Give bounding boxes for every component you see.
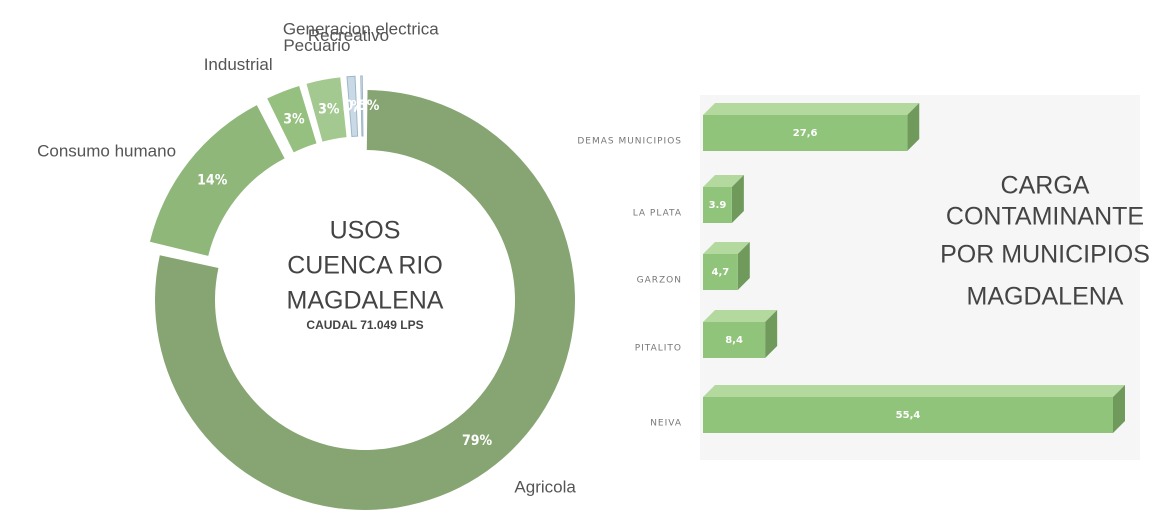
slice-category-label: Agricola	[514, 477, 576, 496]
slice-category-label: Recreativo	[308, 26, 389, 45]
bar-value-label: 4,7	[712, 267, 730, 278]
bar-category-label: DEMAS MUNICIPIOS	[577, 137, 682, 147]
bar-top	[703, 242, 750, 254]
slice-category-label: Industrial	[204, 55, 273, 74]
slice-value-label: 3%	[318, 101, 340, 117]
bar-title: CONTAMINANTE	[946, 203, 1144, 231]
donut-title: MAGDALENA	[287, 287, 444, 315]
bar-value-label: 27,6	[793, 128, 818, 139]
bar-side	[907, 103, 920, 151]
bar-side	[737, 242, 750, 290]
slice-value-label: 14%	[197, 172, 228, 188]
bar-title: CARGA	[1001, 172, 1090, 200]
bar-value-label: 55,4	[896, 410, 921, 421]
bar-side	[765, 310, 778, 358]
bar-side	[731, 175, 744, 223]
slice-category-label: Pecuario	[283, 36, 350, 55]
bar-top	[703, 175, 744, 187]
slice-value-label: 0,5%	[344, 98, 379, 114]
bar-top	[703, 385, 1125, 397]
bar-value-label: 8,4	[725, 335, 743, 346]
slice-value-label: 79%	[462, 433, 493, 449]
bar-category-label: PITALITO	[635, 344, 682, 354]
bar-category-label: GARZON	[637, 276, 682, 286]
donut-subtitle: CAUDAL 71.049 LPS	[306, 318, 423, 332]
slice-category-label: Consumo humano	[37, 142, 176, 161]
donut-title: USOS	[330, 217, 401, 245]
pie-slice	[306, 77, 347, 142]
slice-value-label: 1%	[342, 98, 364, 114]
bar	[703, 187, 732, 223]
donut-title: CUENCA RIO	[287, 252, 443, 280]
bar	[703, 397, 1113, 433]
bar-title: POR MUNICIPIOS	[940, 241, 1150, 269]
bar-side	[1113, 385, 1125, 433]
bar-value-label: 3.9	[709, 200, 727, 211]
bar	[703, 115, 908, 151]
bar-top	[703, 310, 778, 322]
pie-slice	[360, 75, 364, 137]
bar	[703, 322, 766, 358]
pie-slice	[346, 75, 359, 138]
slice-category-label: Generacion electrica	[283, 20, 439, 39]
bar	[703, 254, 738, 290]
bar-category-label: LA PLATA	[633, 209, 682, 219]
bar-title: MAGDALENA	[967, 283, 1124, 311]
bar-category-label: NEIVA	[650, 419, 682, 429]
slice-value-label: 3%	[283, 111, 305, 127]
bar-top	[703, 103, 920, 115]
pie-slice	[267, 85, 317, 153]
pie-slice	[149, 105, 285, 256]
